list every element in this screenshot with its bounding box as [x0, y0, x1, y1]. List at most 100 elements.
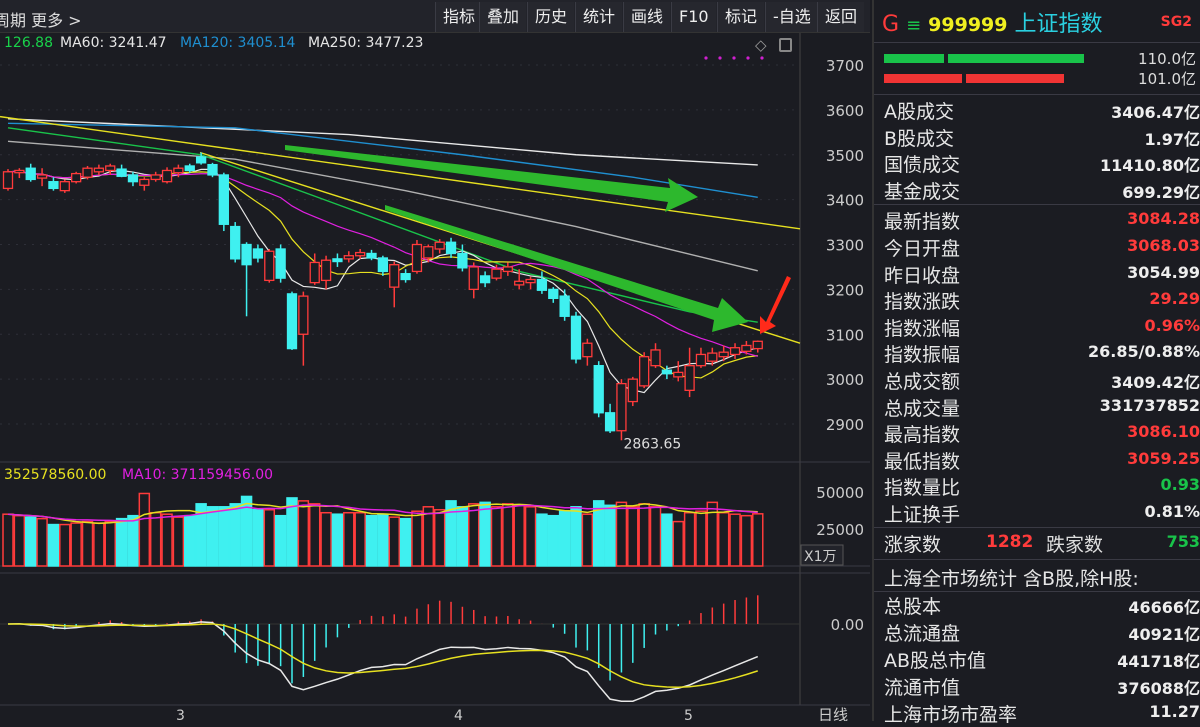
candle-up	[93, 167, 105, 173]
unit-box	[800, 544, 844, 566]
candle-up	[173, 167, 184, 174]
volume-bar	[24, 516, 37, 567]
price-tick: 3100	[826, 326, 864, 344]
candle-down	[241, 243, 252, 266]
volume-bar	[127, 514, 139, 567]
volume-tick: 25000	[816, 521, 864, 539]
volume-bar	[558, 510, 571, 567]
toolbar-button[interactable]: 画线	[623, 2, 671, 32]
volume-bar	[286, 497, 298, 567]
toolbar-button[interactable]: 标记	[717, 2, 765, 32]
candle-up	[741, 344, 752, 352]
volume-bar	[70, 522, 82, 567]
toolbar-button[interactable]: 返回	[817, 2, 865, 32]
volume-value: 352578560.00	[4, 467, 107, 483]
green-arrow-icon	[385, 205, 748, 332]
quote-row: 指数量比 0.93	[884, 475, 1200, 500]
candle-up	[105, 165, 116, 172]
toolbar-button[interactable]: -自选	[765, 2, 818, 32]
sell-amount: 101.0亿	[1138, 70, 1196, 88]
candle-down	[593, 365, 604, 414]
quote-row: 最高指数 3086.10	[884, 422, 1200, 447]
price-tick: 3000	[826, 371, 864, 389]
diamond-icon[interactable]: ◇	[755, 36, 767, 54]
marker-dot	[718, 56, 722, 60]
candle-down	[559, 295, 570, 317]
volume-bar	[615, 501, 628, 567]
marker-dot	[732, 56, 736, 60]
volume-bar	[411, 510, 423, 567]
volume-bar	[365, 514, 378, 567]
candle-down	[377, 257, 389, 273]
volume-bar	[717, 511, 730, 567]
menu-icon[interactable]: ≡	[906, 15, 922, 36]
candle-up	[139, 178, 150, 186]
volume-bar	[479, 501, 491, 567]
volume-bar	[672, 520, 684, 567]
red-arrow-icon	[760, 276, 791, 334]
candle-up	[752, 340, 763, 350]
toolbar-button[interactable]: F10	[671, 2, 716, 32]
macd-zero-tick: 0.00	[831, 616, 864, 634]
time-tick: 3	[176, 708, 185, 721]
price-tick: 3600	[826, 102, 864, 120]
toolbar-button[interactable]: 历史	[527, 2, 575, 32]
candle-up	[59, 181, 70, 192]
candle-up	[309, 261, 320, 284]
candle-down	[195, 156, 207, 164]
volume-bar	[627, 506, 639, 567]
volume-bar	[172, 516, 185, 567]
volume-bar	[729, 513, 741, 567]
low-price-label: 2863.65	[623, 436, 681, 452]
volume-bar	[263, 509, 276, 567]
candle-up	[150, 174, 161, 181]
volume-ma10-line	[7, 504, 758, 522]
stock-code: 999999	[928, 14, 1008, 36]
quote-row: 上证换手 0.81%	[884, 502, 1200, 526]
candle-down	[252, 248, 264, 259]
candle-up	[161, 169, 173, 183]
candle-down	[332, 258, 343, 263]
volume-bar	[581, 513, 594, 567]
decliners: 753	[1166, 532, 1200, 551]
panel-toggle-icon[interactable]	[779, 38, 792, 52]
candle-down	[116, 168, 127, 177]
volume-bar	[456, 506, 469, 567]
volume-bar	[433, 509, 446, 567]
volume-bar	[138, 492, 151, 567]
candle-up	[298, 295, 309, 335]
chart-toolbar: 周期 更多 > 指标 叠加 历史 统计 画线 F10 标记 -自选 返回	[0, 0, 870, 33]
macd-dif-line	[7, 621, 759, 702]
ma-value: MA120: 3405.14	[180, 35, 296, 51]
volume-bar	[536, 513, 548, 567]
volume-bar	[445, 500, 457, 567]
volume-bar	[661, 513, 673, 567]
period-more-menu[interactable]: 周期 更多 >	[0, 11, 82, 30]
candle-up	[616, 382, 627, 432]
volume-bar	[47, 523, 60, 567]
volume-bar	[683, 511, 696, 567]
candle-down	[230, 225, 241, 260]
volume-bar	[81, 520, 94, 567]
ma-value: MA250: 3477.23	[308, 35, 424, 51]
volume-bar	[229, 503, 241, 567]
market-row: 总流通盘 40921亿	[884, 623, 1200, 645]
market-stats-title: 上海全市场统计 含B股,除H股:	[884, 568, 1139, 590]
volume-bar	[354, 511, 366, 567]
toolbar-button[interactable]: 指标	[435, 2, 483, 32]
toolbar-button[interactable]: 统计	[575, 2, 623, 32]
quote-row: 总成交额 3409.42亿	[884, 371, 1200, 393]
market-row: 总股本 46666亿	[884, 596, 1200, 618]
volume-bar	[592, 500, 605, 567]
candle-up	[411, 243, 423, 273]
group-icon[interactable]: G	[882, 12, 900, 37]
volume-bar	[218, 506, 230, 567]
price-tick: 3200	[826, 281, 864, 299]
candle-up	[718, 351, 729, 358]
market-row: 上海市场市盈率 11.27	[884, 702, 1200, 726]
quote-row: 指数涨跌 29.29	[884, 289, 1200, 314]
toolbar-button[interactable]: 叠加	[479, 2, 527, 32]
candle-up	[514, 280, 525, 286]
kline-chart[interactable]: 3700 3600 3500 3400 3300 3200 3100 3000 2900 5000…	[0, 0, 870, 721]
price-tick: 2900	[826, 416, 864, 434]
